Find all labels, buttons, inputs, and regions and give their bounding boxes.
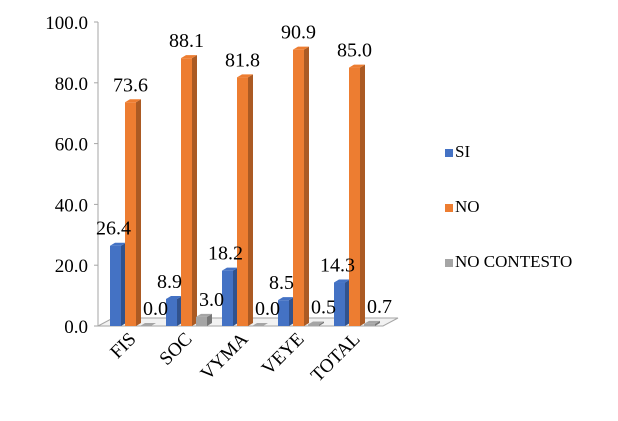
data-labels: 26.4 73.6 0.0 8.9 88.1 3.0 18.2 81.8 0.0 8.5 90.9 0… (96, 22, 392, 320)
legend-swatch (445, 149, 453, 157)
data-label-no-veye: 90.9 (281, 22, 316, 44)
data-label-si-veye: 8.5 (269, 272, 294, 294)
y-tick-label: 100.0 (45, 13, 88, 34)
bar-no-contesto-total (364, 320, 380, 326)
bar-no-vyma (237, 74, 253, 326)
bar-series (110, 46, 380, 327)
y-tick-label: 0.0 (64, 317, 88, 338)
bar-si-soc (166, 295, 182, 326)
legend-item-no: NO (445, 197, 480, 216)
data-label-no-contesto-veye: 0.5 (311, 296, 336, 318)
bar-si-vyma (222, 267, 238, 326)
data-label-no-vyma: 81.8 (225, 49, 260, 71)
bar-no-fis (125, 99, 141, 326)
y-tick-label: 20.0 (55, 256, 88, 277)
y-tick-label: 40.0 (55, 195, 88, 216)
bar-si-total (334, 279, 350, 326)
legend-item-no-contesto: NO CONTESTO (445, 252, 572, 271)
legend-label: NO (455, 197, 480, 216)
data-label-si-total: 14.3 (320, 255, 355, 277)
category-label-fis: FIS (106, 329, 140, 363)
y-tick-label: 60.0 (55, 135, 88, 156)
data-label-no-contesto-total: 0.7 (367, 296, 392, 318)
legend: SI NO NO CONTESTO (445, 142, 572, 271)
category-label-total: TOTAL (307, 329, 365, 387)
category-label-veye: VEYE (258, 329, 309, 380)
y-tick-label: 80.0 (55, 74, 88, 95)
legend-swatch (445, 204, 453, 212)
bar-no-soc (181, 55, 197, 327)
category-label-soc: SOC (156, 329, 197, 370)
data-label-no-contesto-soc: 3.0 (199, 289, 224, 311)
data-label-no-contesto-vyma: 0.0 (255, 298, 280, 320)
bar-no-contesto-fis (140, 323, 156, 326)
legend-label: NO CONTESTO (455, 252, 572, 271)
data-label-si-vyma: 18.2 (208, 243, 243, 265)
legend-label: SI (455, 142, 470, 161)
legend-item-si: SI (445, 142, 470, 161)
bar-no-veye (293, 46, 309, 326)
bar-no-contesto-vyma (252, 323, 268, 326)
bar-no-total (349, 64, 365, 326)
data-label-si-fis: 26.4 (96, 218, 131, 240)
legend-swatch (445, 259, 453, 267)
y-axis-ticks: 0.0 20.0 40.0 60.0 80.0 100.0 (45, 13, 98, 338)
data-label-no-soc: 88.1 (169, 30, 204, 52)
data-label-no-contesto-fis: 0.0 (143, 298, 168, 320)
category-label-vyma: VYMA (197, 328, 253, 384)
data-label-no-total: 85.0 (337, 40, 372, 62)
data-label-no-fis: 73.6 (113, 74, 148, 96)
bar-no-contesto-soc (196, 313, 212, 326)
bar-no-contesto-veye (308, 321, 324, 326)
bar-si-veye (278, 297, 294, 326)
bar-si-fis (110, 242, 126, 326)
data-label-si-soc: 8.9 (157, 271, 182, 293)
